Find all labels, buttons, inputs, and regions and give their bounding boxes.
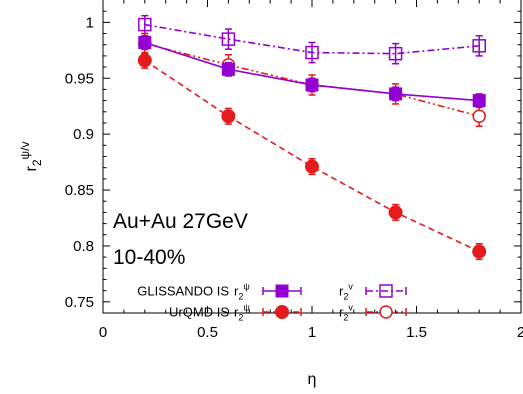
legend-sample-psi <box>262 284 302 298</box>
x-tick-label: 0.5 <box>197 324 218 341</box>
legend-marker <box>275 305 289 319</box>
legend-sym-sup: v <box>348 282 353 292</box>
x-tick-label: 1 <box>308 324 316 341</box>
data-point <box>388 46 403 61</box>
series-layer <box>137 14 487 261</box>
y-tick-label: 0.75 <box>65 294 94 311</box>
legend-sym-sub: 2 <box>343 292 348 302</box>
annotation-system: Au+Au 27GeV <box>113 210 248 233</box>
data-point <box>389 87 403 101</box>
y-tick-label: 0.95 <box>65 70 94 87</box>
data-point <box>221 32 236 46</box>
y-label-sub: 2 <box>30 159 44 166</box>
legend-sample-v <box>365 284 407 298</box>
data-point <box>472 244 487 259</box>
legend-sym-sup: ψ <box>243 282 249 292</box>
legend-marker <box>379 284 393 298</box>
y-tick-label: 0.85 <box>65 182 94 199</box>
x-tick-label: 2 <box>517 324 523 341</box>
x-axis-label: η <box>308 371 317 388</box>
x-axis-ticks: 0 0.5 1 1.5 2 <box>99 0 523 341</box>
series-glissando-v <box>138 14 486 65</box>
data-point <box>138 35 152 49</box>
data-point <box>472 109 486 124</box>
legend-sym-base: r <box>339 305 344 320</box>
x-tick-label: 1.5 <box>406 324 427 341</box>
legend-sym-sub: 2 <box>343 313 348 323</box>
legend-sample-psi <box>262 305 302 319</box>
y-axis-label: r2ψ/v <box>18 142 44 172</box>
annotations: Au+Au 27GeV 10-40% <box>113 210 248 269</box>
legend-sym-base: r <box>234 284 239 299</box>
series-line <box>144 42 480 118</box>
x-tick-label: 0 <box>99 324 107 341</box>
legend-marker <box>379 305 393 319</box>
legend-sample-v <box>365 305 407 319</box>
legend-psi-symbol: r2ψ <box>234 282 250 302</box>
legend-sym-base: r <box>234 305 239 320</box>
y-tick-label: 0.9 <box>73 126 94 143</box>
legend-sym-sub: 2 <box>238 292 243 302</box>
legend-sym-sup: ψ <box>243 303 249 313</box>
y-axis-ticks: 0.75 0.8 0.85 0.9 0.95 1 <box>65 10 521 311</box>
legend-sym-base: r <box>339 284 344 299</box>
y-axis-label-text: r2ψ/v <box>18 142 44 172</box>
data-point <box>472 39 486 53</box>
data-point <box>221 62 235 76</box>
y-label-base: r <box>23 165 40 171</box>
legend-row-label: UrQMD IS <box>169 305 229 320</box>
data-point <box>137 53 152 68</box>
legend-psi-symbol: r2ψ <box>234 303 250 323</box>
series-glissando-psi <box>138 35 486 109</box>
legend-sym-sub: 2 <box>238 313 243 323</box>
data-point <box>138 17 152 32</box>
y-tick-label: 1 <box>86 14 94 31</box>
series-line <box>144 59 480 253</box>
legend-v-symbol: r2v <box>339 282 353 302</box>
y-tick-label: 0.8 <box>73 238 94 255</box>
data-point <box>472 94 486 108</box>
data-point <box>305 159 319 174</box>
data-point <box>221 109 236 124</box>
data-point <box>388 205 403 220</box>
annotation-centrality: 10-40% <box>113 246 185 269</box>
legend-sym-sup: v <box>348 303 353 313</box>
legend-v-symbol: r2v <box>339 303 353 323</box>
data-point <box>305 78 319 92</box>
data-point <box>305 45 319 60</box>
legend-row-label: GLISSANDO IS <box>137 284 229 299</box>
legend-marker <box>275 284 289 298</box>
series-urqmd-psi <box>137 51 487 261</box>
y-label-sup: ψ/v <box>18 142 32 160</box>
